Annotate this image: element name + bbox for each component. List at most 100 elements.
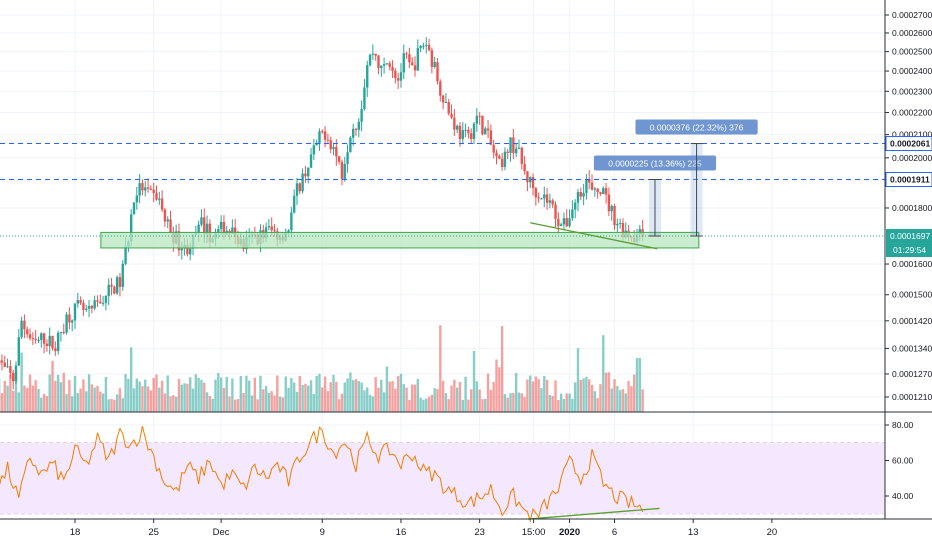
volume-bar — [509, 393, 512, 412]
candle-body — [593, 188, 597, 190]
horizontal-lines[interactable] — [0, 143, 885, 180]
candle-body — [506, 151, 509, 153]
volume-bar — [481, 399, 484, 412]
volume-bar — [571, 398, 574, 412]
candle-body — [585, 179, 588, 193]
volume-bar — [579, 379, 582, 412]
candle-body — [613, 205, 616, 226]
rsi-tick-label: 80.00 — [892, 420, 914, 430]
candle-body — [537, 197, 540, 199]
candle-body — [23, 320, 26, 330]
candle-body — [559, 224, 563, 227]
support-zone[interactable] — [100, 231, 700, 249]
candle-body — [152, 189, 155, 193]
volume-bar — [253, 377, 257, 412]
time-tick-label: Dec — [213, 527, 230, 538]
price-tick-label: 0.0002200 — [892, 107, 932, 117]
volume-bar — [3, 380, 6, 412]
volume-bar — [124, 374, 127, 412]
volume-bar — [309, 380, 313, 412]
volume-bar — [62, 372, 65, 412]
candle-body — [545, 194, 549, 203]
candle-body — [551, 200, 554, 205]
rsi-tick-label: 40.00 — [892, 491, 914, 501]
measure-label-bg — [593, 155, 717, 171]
volume-bar — [163, 393, 167, 412]
volume-bar — [152, 377, 155, 412]
time-tick-label: 16 — [396, 527, 407, 538]
candle-body — [132, 202, 136, 215]
candle-body — [573, 202, 577, 210]
candle-body — [458, 125, 462, 140]
volume-bar — [298, 376, 301, 412]
volume-bar — [138, 381, 141, 412]
candle-body — [455, 125, 459, 130]
candle-body — [45, 343, 49, 347]
rsi-line — [0, 426, 644, 523]
candle-body — [90, 306, 94, 309]
volume-bar — [450, 385, 453, 412]
candle-body — [287, 230, 290, 233]
price-tick-label: 0.0001210 — [892, 392, 932, 402]
volume-bar — [394, 388, 397, 412]
candle-body — [526, 171, 529, 183]
candle-body — [113, 286, 116, 294]
candle-body — [439, 81, 442, 96]
price-trendline[interactable] — [530, 222, 658, 250]
line-badge-bg — [885, 136, 932, 152]
candle-body — [509, 137, 512, 153]
volume-bar — [174, 396, 178, 412]
volume-bar — [26, 388, 29, 412]
volume-bar — [110, 398, 113, 412]
volume-bar — [557, 399, 560, 412]
candle-body — [160, 198, 164, 210]
candle-body — [596, 188, 599, 193]
volume-bar — [357, 381, 361, 412]
volume-bar — [292, 382, 296, 412]
volume-bar — [197, 377, 200, 412]
volume-bar — [9, 374, 12, 412]
candle-body — [0, 360, 4, 363]
line-badge-label: 0.0002061 — [890, 139, 930, 149]
rsi-trendline[interactable] — [527, 507, 660, 520]
time-tick-label: 15:00 — [522, 527, 546, 538]
volume-bar — [396, 376, 400, 412]
volume-bar — [377, 387, 380, 412]
volume-bar — [146, 386, 150, 412]
candle-body — [121, 263, 124, 287]
volume-bar — [321, 387, 324, 412]
candle-body — [180, 248, 183, 251]
volume-bar — [45, 396, 49, 412]
volume-bar — [34, 380, 37, 412]
volume-bar — [548, 395, 552, 412]
candle-body — [441, 95, 445, 103]
volume-bar — [489, 389, 493, 412]
measurement-tools[interactable]: 0.0000225 (13.36%) 225 0.0000376 (22.32%)… — [593, 119, 758, 237]
candle-body — [413, 65, 417, 71]
volume-bar — [425, 398, 428, 412]
candle-body — [461, 130, 464, 140]
volume-bar — [534, 376, 538, 412]
volume-bar — [225, 376, 228, 412]
volume-bar — [526, 379, 529, 412]
volume-bar — [565, 393, 568, 412]
price-tick-label: 0.0001500 — [892, 290, 932, 300]
candle-body — [3, 362, 6, 367]
candle-body — [481, 116, 484, 135]
candle-body — [616, 223, 619, 226]
candle-body — [93, 300, 96, 309]
time-axis-ticks: 18 25 Dec 9 16 23 15:00 2020 6 13 20 — [70, 519, 777, 538]
volume-bar — [248, 380, 251, 412]
volume-bar — [144, 379, 147, 412]
candle-body — [323, 131, 327, 140]
candle-body — [374, 53, 377, 56]
volume-bar — [73, 375, 77, 412]
candle-body — [87, 306, 91, 309]
volume-bar — [340, 393, 344, 412]
volume-bar — [641, 389, 644, 412]
time-tick-label: 25 — [148, 527, 159, 538]
candle-body — [444, 102, 448, 104]
candle-body — [554, 204, 557, 219]
volume-bar — [264, 386, 268, 412]
